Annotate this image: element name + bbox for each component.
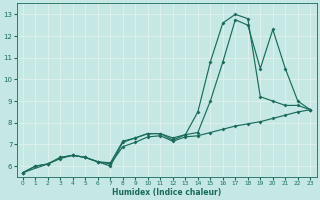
X-axis label: Humidex (Indice chaleur): Humidex (Indice chaleur) — [112, 188, 221, 197]
